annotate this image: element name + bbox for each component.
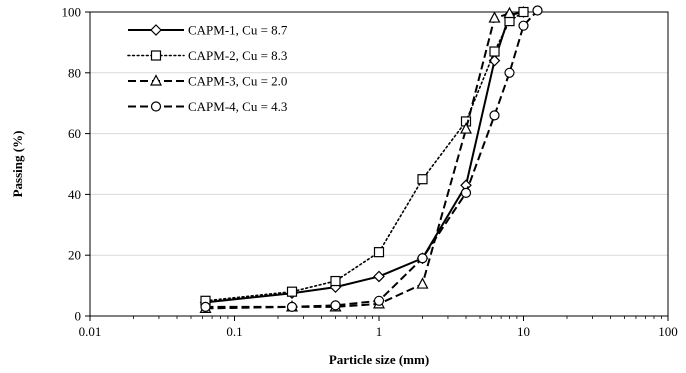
data-point (504, 67, 515, 78)
x-tick-label: 10 (517, 324, 530, 339)
y-tick-label: 0 (75, 309, 82, 324)
legend-marker (150, 74, 162, 86)
data-point (489, 46, 500, 57)
x-tick-label: 0.1 (226, 324, 242, 339)
legend-label: CAPM-2, Cu = 8.3 (188, 48, 287, 63)
legend-marker (150, 50, 162, 61)
data-point (330, 275, 341, 287)
y-tick-label: 80 (68, 65, 81, 80)
legend-marker (150, 24, 162, 36)
y-tick-label: 20 (68, 248, 81, 263)
data-point (416, 277, 429, 289)
legend: CAPM-1, Cu = 8.7 CAPM-2, Cu = 8.3 CAPM-3, … (127, 23, 288, 114)
data-point (373, 270, 385, 283)
x-tick-label: 100 (658, 324, 678, 339)
data-point (286, 286, 298, 297)
data-point (286, 301, 298, 312)
data-point (488, 11, 501, 23)
data-series (199, 5, 543, 313)
legend-label: CAPM-4, Cu = 4.3 (188, 99, 287, 114)
data-point (200, 301, 211, 312)
axes: 0.01 0.1 1 10 100 0 20 40 60 80 100 (62, 5, 678, 340)
legend-item-1: CAPM-1, Cu = 8.7 (128, 23, 288, 38)
data-point (460, 122, 472, 134)
x-tick-label: 1 (376, 324, 383, 339)
y-tick-label: 100 (62, 5, 82, 20)
y-tick-label: 60 (68, 126, 81, 141)
data-point (460, 187, 472, 198)
legend-item-4: CAPM-4, Cu = 4.3 (128, 99, 287, 114)
data-point (489, 110, 500, 121)
y-axis-title: Passing (%) (10, 131, 25, 198)
x-axis-title: Particle size (mm) (329, 352, 429, 367)
data-point (503, 6, 516, 19)
data-point (330, 300, 341, 311)
x-tick-label: 0.01 (79, 324, 102, 339)
legend-item-2: CAPM-2, Cu = 8.3 (127, 48, 287, 63)
series-line (205, 9, 539, 308)
series-line (205, 12, 510, 310)
data-point (518, 20, 529, 31)
data-point (518, 6, 529, 18)
series-2 (200, 6, 529, 306)
legend-marker (150, 101, 162, 112)
legend-item-3: CAPM-3, Cu = 2.0 (128, 74, 287, 89)
data-point (373, 295, 385, 306)
series-4 (200, 5, 543, 312)
data-point (417, 174, 428, 185)
data-point (417, 253, 428, 264)
legend-label: CAPM-1, Cu = 8.7 (188, 23, 288, 38)
data-point (373, 247, 385, 258)
legend-label: CAPM-3, Cu = 2.0 (188, 74, 287, 89)
data-point (532, 5, 543, 16)
y-tick-label: 40 (68, 187, 81, 202)
